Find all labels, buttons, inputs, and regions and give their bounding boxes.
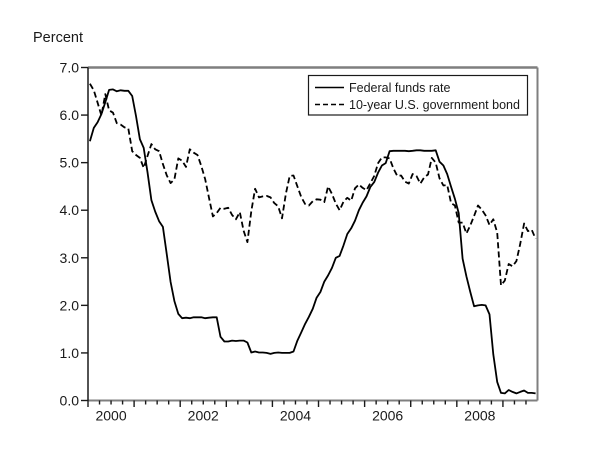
series-line-10-year-government-bond [89,83,537,287]
legend-label-federal-funds-rate: Federal funds rate [349,81,450,95]
axis-labels: 7.0 6.0 5.0 4.0 3.0 2.0 1.0 0.0 2000 2002 2004 2006… [60,60,496,424]
axis-ticks [81,66,527,407]
y-axis-unit-label: Percent [33,30,83,46]
x-axis-tick-label: 2004 [280,408,311,424]
legend-box [307,74,529,116]
y-axis-tick-label: 6.0 [60,107,80,123]
x-axis-tick-label: 2002 [188,408,219,424]
y-axis-tick-label: 7.0 [60,60,80,76]
y-axis-tick-label: 2.0 [60,297,80,313]
legend-label-10-year-government-bond: 10-year U.S. government bond [349,98,520,112]
y-axis-tick-label: 5.0 [60,155,80,171]
x-axis-tick-label: 2006 [372,408,403,424]
legend: Federal funds rate 10-year U.S. governmen… [307,74,529,116]
y-axis-tick-label: 4.0 [60,202,80,218]
series-lines [89,83,537,395]
x-axis-tick-label: 2008 [464,408,495,424]
y-axis-tick-label: 3.0 [60,250,80,266]
y-axis-tick-label: 0.0 [60,393,80,409]
series-line-federal-funds-rate [89,88,536,395]
plot-frame [87,66,539,402]
x-axis-tick-label: 2000 [95,408,126,424]
y-axis-tick-label: 1.0 [60,345,80,361]
